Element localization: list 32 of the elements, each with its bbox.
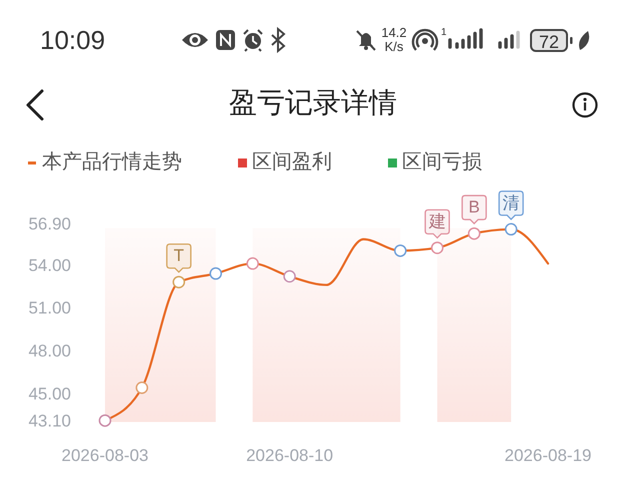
chart-title: 盈亏记录详情: [229, 87, 397, 118]
point: [98, 414, 112, 427]
point: [394, 244, 407, 257]
text: 1: [441, 27, 447, 38]
text: 10:09: [40, 25, 106, 55]
data-label: B: [468, 198, 480, 218]
legend-label: 区间盈利: [252, 151, 332, 174]
data-label: 清: [502, 194, 520, 213]
x-tick-label: 2026-08-03: [62, 446, 148, 466]
point: [283, 270, 296, 283]
point: [136, 381, 148, 394]
x-tick-label: 2026-08-19: [504, 446, 592, 466]
point: [210, 267, 222, 280]
point: [504, 223, 518, 236]
y-tick-label: 48.00: [28, 342, 71, 361]
point: [468, 227, 480, 240]
y-tick-label: 43.10: [28, 411, 71, 430]
y-tick-label: 45.00: [28, 384, 71, 404]
legend-label: 区间亏损: [402, 151, 482, 174]
text: 14.2: [381, 25, 407, 40]
y-tick-label: 54.00: [28, 256, 71, 275]
point: [172, 276, 186, 288]
point: [246, 257, 259, 270]
text: K/s: [384, 39, 404, 54]
data-label: T: [174, 246, 184, 266]
data-label: 建: [428, 212, 446, 232]
y-tick-label: 56.90: [28, 214, 71, 234]
point: [431, 242, 444, 254]
x-tick-label: 2026-08-10: [246, 446, 334, 466]
legend-label: 本产品行情走势: [42, 151, 182, 174]
text: 72: [538, 32, 560, 52]
y-tick-label: 51.00: [28, 298, 71, 318]
